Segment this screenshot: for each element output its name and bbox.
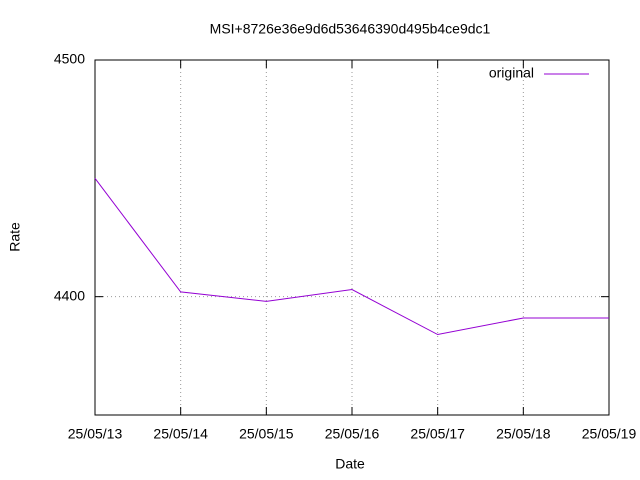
x-tick-label: 25/05/14 xyxy=(153,426,208,442)
x-axis-label: Date xyxy=(335,456,365,472)
line-series xyxy=(94,178,609,336)
x-tick-label: 25/05/19 xyxy=(582,426,637,442)
y-axis-label: Rate xyxy=(7,222,23,252)
x-tick-label: 25/05/15 xyxy=(239,426,294,442)
x-tick-label: 25/05/13 xyxy=(68,426,123,442)
x-tick-label: 25/05/18 xyxy=(496,426,551,442)
chart-title: MSI+8726e36e9d6d53646390d495b4ce9dc1 xyxy=(210,21,491,37)
y-tick-label: 4500 xyxy=(54,51,85,67)
x-tick-label: 25/05/17 xyxy=(410,426,465,442)
x-tick-label: 25/05/16 xyxy=(325,426,380,442)
legend-label: original xyxy=(489,65,534,81)
y-tick-label: 4400 xyxy=(54,287,85,303)
plot-border xyxy=(94,59,610,416)
